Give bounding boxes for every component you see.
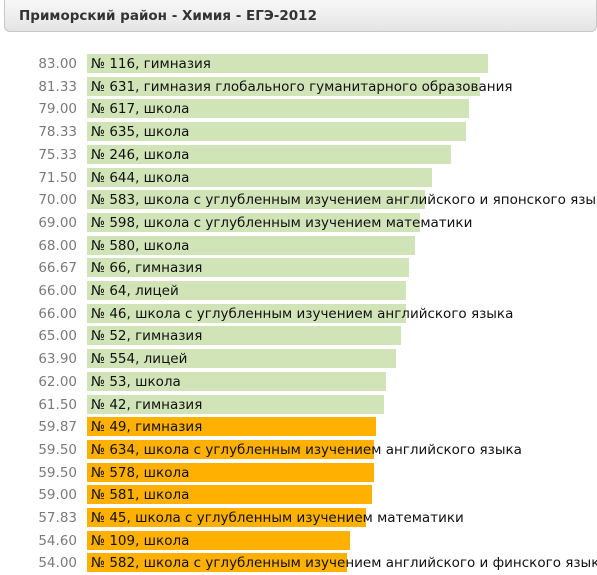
bar xyxy=(87,485,372,505)
category-label: № 644, школа xyxy=(91,169,190,186)
bar xyxy=(87,394,384,414)
category-label: № 578, школа xyxy=(91,464,190,481)
value-label: 66.00 xyxy=(38,283,77,299)
category-label: № 49, гимназия xyxy=(91,419,203,436)
bar xyxy=(87,122,466,142)
category-label: № 42, гимназия xyxy=(91,396,203,413)
category-label: № 635, школа xyxy=(91,124,190,141)
chart-row: 71.50 № 644, школа xyxy=(0,167,597,190)
chart-row: 65.00 № 52, гимназия xyxy=(0,325,597,348)
category-label: № 53, школа xyxy=(91,373,181,390)
chart-row: 83.00 № 116, гимназия xyxy=(0,53,597,76)
chart-row: 62.00 № 53, школа xyxy=(0,371,597,394)
category-label: № 554, лицей xyxy=(91,351,188,368)
value-label: 65.00 xyxy=(38,328,77,345)
chart-row: 54.00 № 582, школа с углубленным изучение… xyxy=(0,552,597,575)
chart-row: 54.60 № 109, школа xyxy=(0,530,597,553)
bar xyxy=(87,326,401,346)
bar xyxy=(87,462,375,482)
chart-row: 66.00 № 64, лицей xyxy=(0,280,597,303)
value-label: 59.87 xyxy=(38,419,77,436)
value-label: 83.00 xyxy=(38,56,77,72)
bar xyxy=(87,349,396,369)
chart-header: Приморский район - Химия - ЕГЭ-2012 xyxy=(4,0,597,32)
value-label: 63.90 xyxy=(38,351,77,368)
chart-row: 66.00 № 46, школа с углубленным изучением… xyxy=(0,303,597,326)
bar xyxy=(87,553,348,573)
chart-row: 79.00 № 617, школа xyxy=(0,98,597,121)
chart-row: 63.90 № 554, лицей xyxy=(0,348,597,371)
value-label: 54.00 xyxy=(38,555,77,572)
chart-row: 57.83 № 45, школа с углубленным изучением… xyxy=(0,507,597,530)
category-label: № 64, лицей xyxy=(91,283,179,299)
bar xyxy=(87,508,367,527)
category-label: № 580, школа xyxy=(91,237,190,254)
category-label: № 581, школа xyxy=(91,487,190,504)
value-label: 71.50 xyxy=(38,169,77,186)
value-label: 75.33 xyxy=(38,146,77,163)
chart-row: 59.50 № 634, школа с углубленным изучение… xyxy=(0,439,597,462)
category-label: № 46, школа с углубленным изучением англ… xyxy=(91,305,514,322)
chart-row: 59.87 № 49, гимназия xyxy=(0,416,597,439)
chart-row: 69.00 № 598, школа с углубленным изучение… xyxy=(0,212,597,235)
bar xyxy=(87,54,489,73)
category-label: № 583, школа с углубленным изучением анг… xyxy=(91,192,597,209)
value-label: 70.00 xyxy=(38,192,77,209)
value-label: 79.00 xyxy=(38,101,77,118)
category-label: № 631, гимназия глобального гуманитарног… xyxy=(91,78,513,95)
value-label: 66.67 xyxy=(38,260,77,277)
chart-row: 66.67 № 66, гимназия xyxy=(0,257,597,280)
category-label: № 617, школа xyxy=(91,101,190,118)
chart-row: 81.33 № 631, гимназия глобального гуманит… xyxy=(0,76,597,99)
value-label: 61.50 xyxy=(38,396,77,413)
chart-row: 78.33 № 635, школа xyxy=(0,121,597,144)
value-label: 59.50 xyxy=(38,441,77,458)
bar xyxy=(87,371,387,391)
bar-chart: 83.00 № 116, гимназия 81.33 № 631, гимназия… xyxy=(0,53,597,575)
category-label: № 66, гимназия xyxy=(91,260,203,277)
bar xyxy=(87,530,351,550)
value-label: 66.00 xyxy=(38,305,77,322)
value-label: 57.83 xyxy=(38,510,77,526)
value-label: 59.50 xyxy=(38,464,77,481)
value-label: 59.00 xyxy=(38,487,77,504)
value-label: 54.60 xyxy=(38,532,77,549)
category-label: № 582, школа с углубленным изучением анг… xyxy=(91,555,597,572)
bar xyxy=(87,99,469,119)
chart-row: 61.50 № 42, гимназия xyxy=(0,394,597,417)
chart-row: 68.00 № 580, школа xyxy=(0,235,597,258)
chart-row: 59.00 № 581, школа xyxy=(0,484,597,507)
bar xyxy=(87,281,406,300)
bar xyxy=(87,167,433,187)
category-label: № 45, школа с углубленным изучением мате… xyxy=(91,510,464,526)
chart-row: 70.00 № 583, школа с углубленным изучение… xyxy=(0,189,597,212)
chart-row: 59.50 № 578, школа xyxy=(0,462,597,485)
bar xyxy=(87,439,375,459)
bar xyxy=(87,303,406,323)
value-label: 62.00 xyxy=(38,373,77,390)
value-label: 68.00 xyxy=(38,237,77,254)
category-label: № 246, школа xyxy=(91,146,190,163)
category-label: № 109, школа xyxy=(91,532,190,549)
bar xyxy=(87,212,421,232)
chart-title: Приморский район - Химия - ЕГЭ-2012 xyxy=(19,8,317,24)
bar xyxy=(87,417,376,437)
bar xyxy=(87,235,416,255)
category-label: № 52, гимназия xyxy=(91,328,203,345)
bar xyxy=(87,190,426,210)
value-label: 78.33 xyxy=(38,124,77,141)
category-label: № 598, школа с углубленным изучением мат… xyxy=(91,214,473,231)
chart-row: 75.33 № 246, школа xyxy=(0,144,597,167)
value-label: 69.00 xyxy=(38,214,77,231)
bar xyxy=(87,144,452,164)
category-label: № 634, школа с углубленным изучением анг… xyxy=(91,441,522,458)
bar xyxy=(87,258,410,278)
bar xyxy=(87,76,481,96)
category-label: № 116, гимназия xyxy=(91,56,211,72)
value-label: 81.33 xyxy=(38,78,77,95)
